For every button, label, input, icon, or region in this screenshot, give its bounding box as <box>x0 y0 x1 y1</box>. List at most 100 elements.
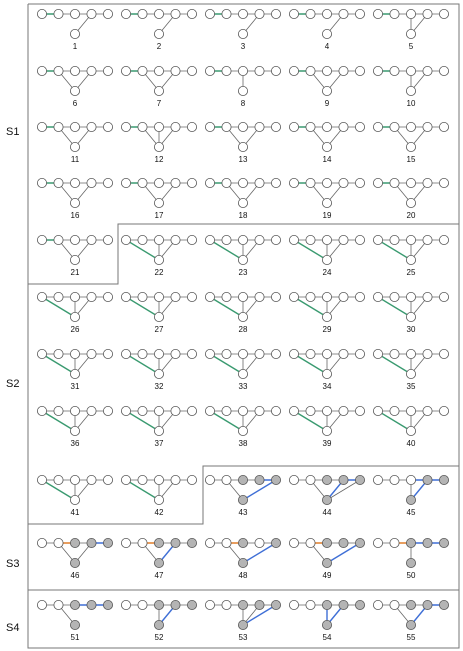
graph-1: 1 <box>37 8 114 51</box>
graph-node <box>389 291 400 302</box>
graph-node <box>270 348 281 359</box>
graph-node <box>270 538 281 549</box>
graph-node <box>270 600 281 611</box>
graph-node <box>70 122 81 133</box>
graph-node <box>288 405 299 416</box>
graph-node <box>405 86 416 97</box>
graph-node <box>321 234 332 245</box>
graph-node <box>389 177 400 188</box>
graph-5: 5 <box>372 8 449 51</box>
graph-node <box>204 348 215 359</box>
graph-node <box>53 405 64 416</box>
graph-node <box>372 122 383 133</box>
graph-node <box>186 600 197 611</box>
graph-node <box>86 348 97 359</box>
graph-45: 45 <box>372 474 449 517</box>
group-label-s1: S1 <box>6 126 20 138</box>
graph-node <box>37 538 48 549</box>
graph-node <box>321 197 332 208</box>
graph-node <box>237 538 248 549</box>
graph-node <box>354 66 365 77</box>
graph-node <box>354 122 365 133</box>
graph-edge <box>242 479 277 501</box>
graph-node <box>170 600 181 611</box>
graph-node <box>121 538 132 549</box>
graph-19: 19 <box>288 177 365 220</box>
graph-node <box>204 66 215 77</box>
graph-node <box>237 177 248 188</box>
graph-node <box>422 66 433 77</box>
graph-node <box>153 141 164 152</box>
graph-node <box>53 8 64 19</box>
graph-id-label: 10 <box>407 99 416 108</box>
graph-node <box>70 368 81 379</box>
graph-node <box>237 558 248 569</box>
graph-node <box>237 494 248 505</box>
graph-node <box>270 474 281 485</box>
graph-node <box>321 122 332 133</box>
graph-node <box>321 600 332 611</box>
graph-node <box>321 620 332 631</box>
graph-node <box>237 291 248 302</box>
graph-node <box>170 538 181 549</box>
graph-24: 24 <box>288 234 365 277</box>
graph-node <box>153 291 164 302</box>
graph-id-label: 14 <box>323 155 332 164</box>
graph-node <box>153 368 164 379</box>
graph-id-label: 34 <box>323 382 332 391</box>
graph-7: 7 <box>121 66 197 108</box>
graph-node <box>338 348 349 359</box>
graph-node <box>438 405 449 416</box>
graph-node <box>103 8 114 19</box>
graph-node <box>53 538 64 549</box>
graph-node <box>86 538 97 549</box>
graph-node <box>354 291 365 302</box>
graph-node <box>372 474 383 485</box>
graph-node <box>121 122 132 133</box>
graph-id-label: 30 <box>407 325 416 334</box>
graph-node <box>405 348 416 359</box>
graph-node <box>338 600 349 611</box>
graph-node <box>37 405 48 416</box>
graph-node <box>288 474 299 485</box>
graph-53: 53 <box>204 600 281 642</box>
graph-id-label: 25 <box>407 268 416 277</box>
graph-node <box>103 538 114 549</box>
graph-node <box>153 122 164 133</box>
graph-node <box>70 177 81 188</box>
graph-node <box>438 291 449 302</box>
graph-edge <box>326 542 361 564</box>
graph-node <box>137 600 148 611</box>
graph-node <box>37 234 48 245</box>
graph-node <box>186 8 197 19</box>
graph-node <box>37 66 48 77</box>
graph-node <box>254 66 265 77</box>
graph-node <box>237 234 248 245</box>
graph-edge <box>293 239 328 261</box>
graph-node <box>86 66 97 77</box>
graph-id-label: 26 <box>71 325 80 334</box>
graph-node <box>186 291 197 302</box>
graph-node <box>405 600 416 611</box>
graph-node <box>70 86 81 97</box>
graph-id-label: 36 <box>71 439 80 448</box>
graph-node <box>137 291 148 302</box>
graph-node <box>354 8 365 19</box>
graph-node <box>103 234 114 245</box>
graph-47: 47 <box>121 538 197 580</box>
graph-node <box>405 66 416 77</box>
graph-node <box>372 348 383 359</box>
graph-node <box>422 405 433 416</box>
graph-node <box>153 405 164 416</box>
graph-13: 13 <box>204 122 281 164</box>
graph-node <box>254 122 265 133</box>
graph-node <box>103 348 114 359</box>
graph-node <box>389 66 400 77</box>
graph-edge <box>125 479 160 501</box>
graph-37: 37 <box>121 405 197 448</box>
graph-node <box>53 177 64 188</box>
graph-node <box>254 291 265 302</box>
graph-id-label: 23 <box>239 268 248 277</box>
graph-node <box>389 8 400 19</box>
